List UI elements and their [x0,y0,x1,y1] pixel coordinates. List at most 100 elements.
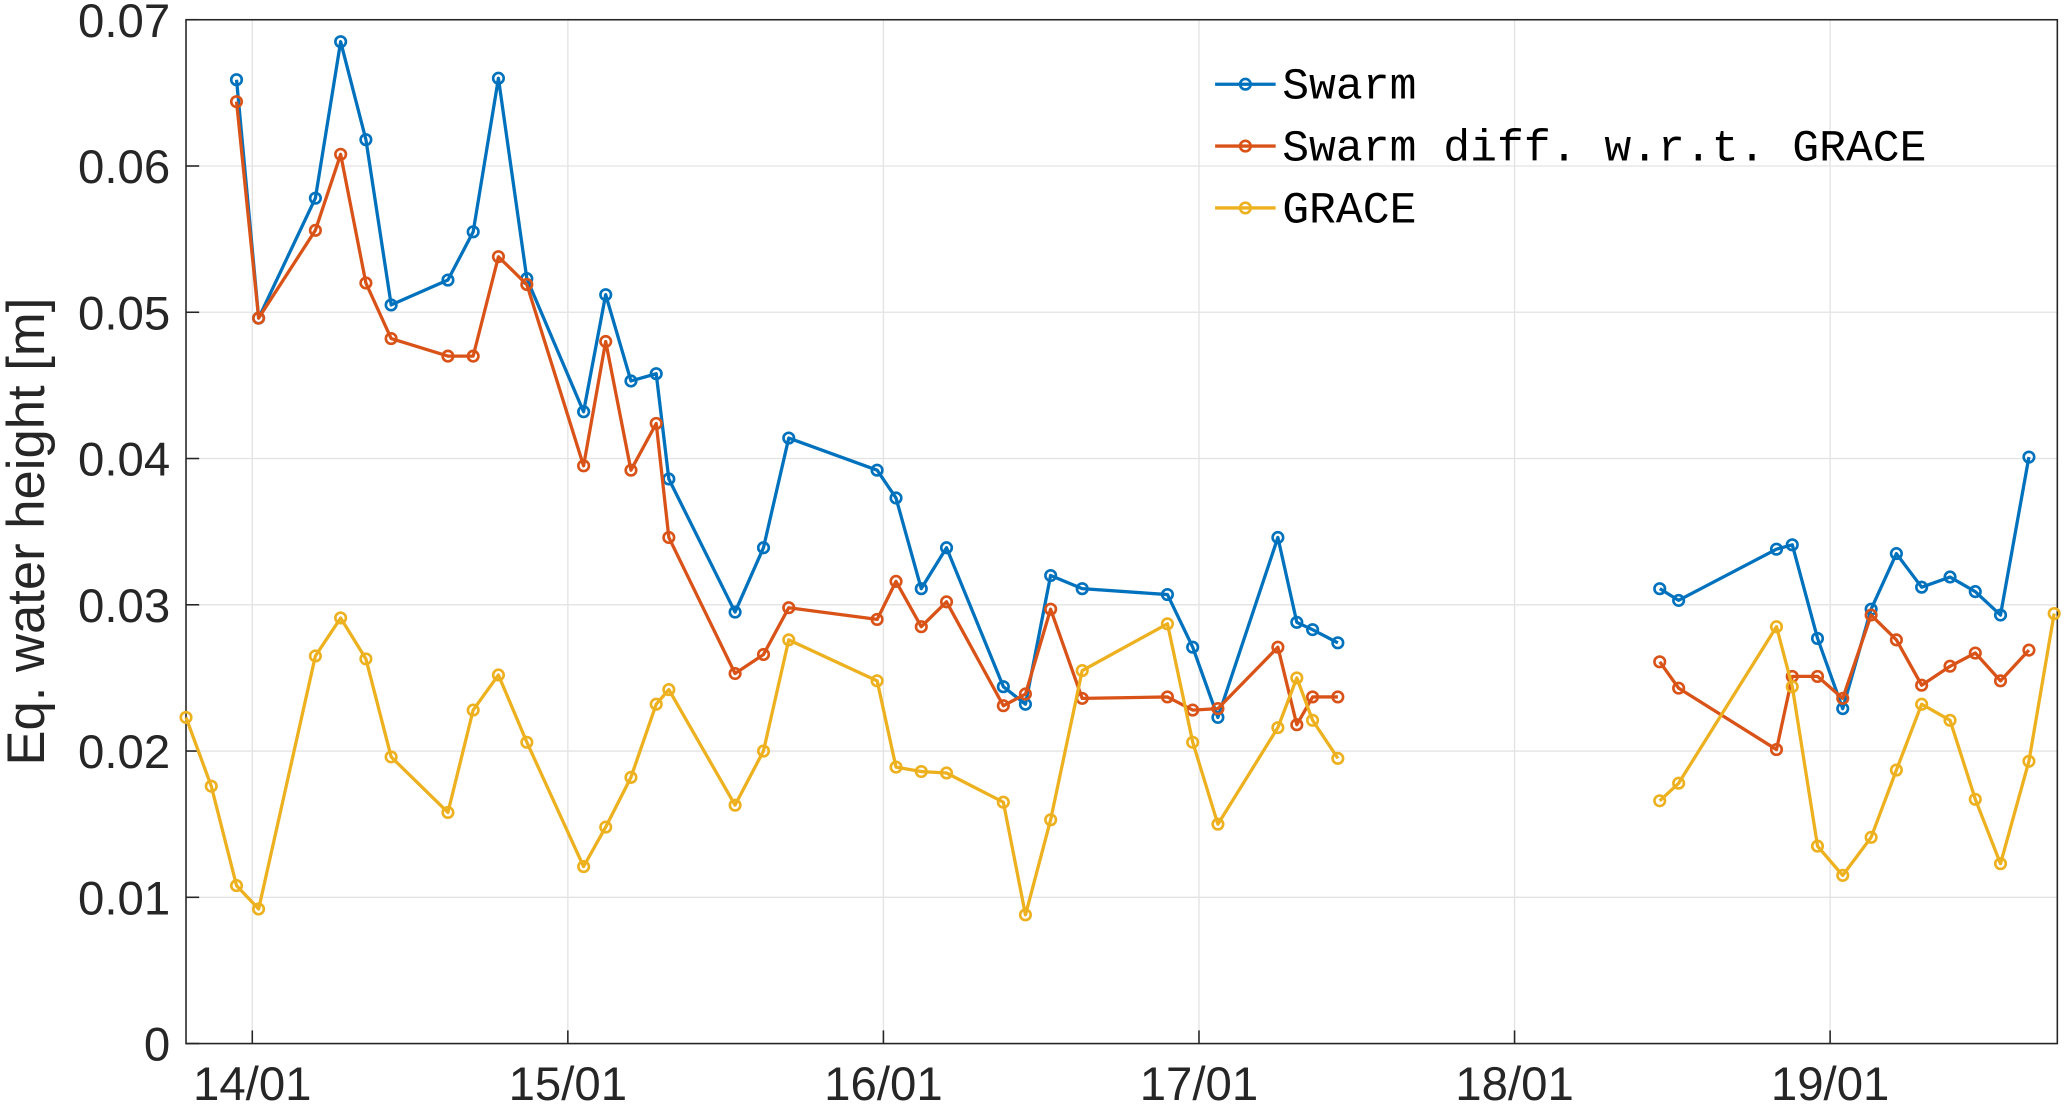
data-point [1271,721,1285,735]
data-point [520,735,534,749]
data-point [384,750,398,764]
data-point [1075,664,1089,678]
data-point [728,605,742,619]
data-point [1186,640,1200,654]
data-point [1331,690,1345,704]
data-point [1810,839,1825,853]
data-point [229,73,244,87]
plot-area-frame [185,18,2059,1045]
data-point [1889,633,1903,647]
legend-label: Swarm [1282,63,1416,113]
y-tick-label: 0.06 [78,141,170,194]
data-point [1785,538,1799,552]
series-line [184,613,2056,917]
data-point [1653,655,1667,669]
data-point [870,674,884,688]
data-point [384,332,398,346]
data-point [1290,671,1304,685]
data-point [1306,690,1320,704]
data-point [1160,587,1175,602]
data-point [1915,697,1929,711]
data-point [577,860,591,874]
data-point [870,463,884,477]
data-point [649,416,663,431]
data-point [624,463,638,477]
data-point [996,795,1010,809]
data-point [599,820,613,834]
data-point [1864,608,1878,622]
data-point [1864,830,1878,844]
data-point [2047,606,2061,621]
data-point [1672,681,1686,695]
legend-marker [1238,139,1252,153]
data-point [649,697,663,711]
legend-item: Swarm diff. w.r.t. GRACE [1215,125,1927,175]
x-tick-label: 16/01 [824,1058,943,1111]
data-point [996,699,1010,713]
legend-label: Swarm diff. w.r.t. GRACE [1282,125,1926,175]
data-point [1769,620,1784,634]
data-point [466,349,480,363]
data-point [1810,631,1825,646]
data-point [889,574,903,588]
data-point [1889,547,1903,561]
data-point [577,405,591,419]
data-point [1653,794,1667,808]
data-point [1211,710,1225,724]
data-point [1769,743,1784,757]
data-point [1915,580,1929,594]
data-point [624,770,638,784]
data-point [1044,813,1058,827]
data-point [466,225,480,239]
data-point [996,680,1010,694]
data-point [756,541,771,555]
legend-item: GRACE [1215,186,1416,236]
y-tick-label: 0.05 [78,287,170,340]
data-point [359,652,373,666]
data-point [1186,735,1200,749]
data-point [1993,608,2008,622]
data-point [1968,646,1982,660]
data-point [889,760,903,774]
data-point [939,595,954,609]
data-point [889,491,903,505]
data-point [1785,680,1799,694]
x-tick-label: 18/01 [1455,1058,1574,1111]
data-point [520,277,534,292]
data-point [1211,702,1225,716]
data-point [308,191,322,205]
data-point [334,611,348,625]
data-point [1672,776,1686,790]
legend: Swarm Swarm diff. w.r.t. GRACE GRACE [1215,63,1927,236]
data-point [1075,582,1089,596]
y-axis-label: Eq. water height [m] [0,298,56,766]
data-point [1331,636,1345,650]
data-point [624,374,638,388]
data-point [1271,640,1285,654]
data-point [308,223,322,237]
data-point [1968,585,1982,599]
y-tick-label: 0.04 [78,434,170,487]
data-point [1836,691,1850,705]
data-point [1018,908,1033,922]
legend-marker [1238,77,1252,91]
data-point [1160,617,1175,631]
data-point [252,311,266,325]
data-point [229,95,244,109]
data-point [662,530,676,545]
data-point [939,541,954,555]
data-point [870,612,884,626]
data-point [649,367,663,381]
data-point [1943,570,1957,584]
data-point [1915,678,1929,692]
data-point [914,582,928,596]
data-point [334,35,348,49]
data-point [179,710,193,724]
data-point [1993,857,2008,871]
data-point [491,71,506,85]
data-point [1044,568,1058,583]
data-point [1810,669,1825,684]
data-point [1290,718,1304,732]
data-point [1211,817,1225,831]
data-point [599,334,613,349]
